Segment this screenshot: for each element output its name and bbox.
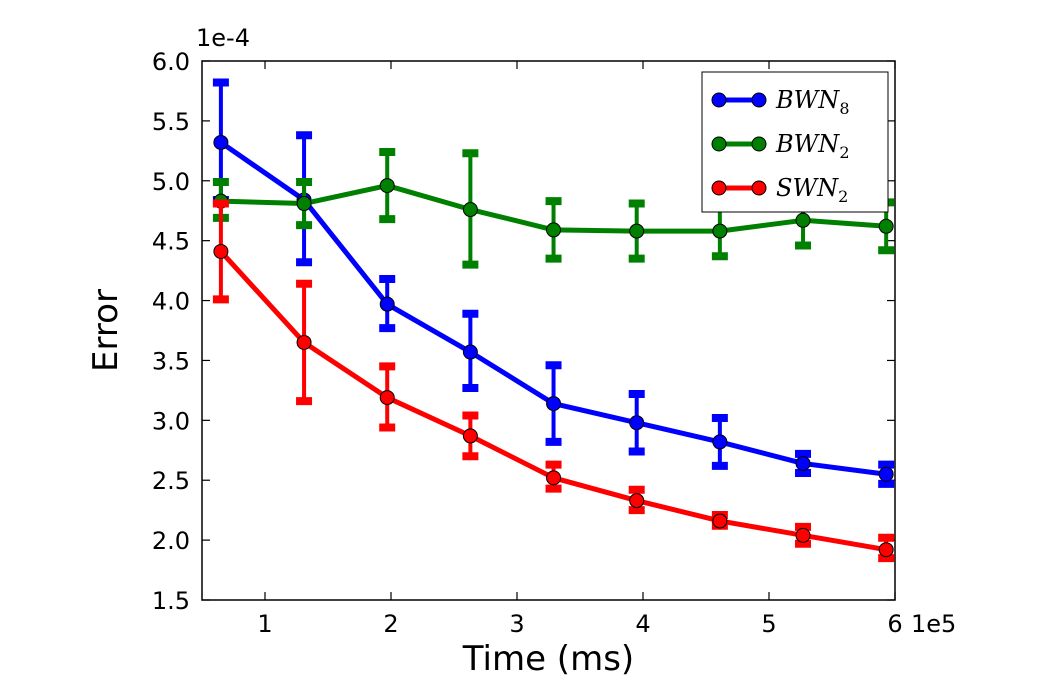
data-point <box>379 390 395 406</box>
data-point <box>878 542 894 558</box>
plot-frame <box>201 60 896 601</box>
data-point <box>213 243 229 259</box>
series-2 <box>212 199 895 563</box>
y-tick-label: 4.5 <box>152 228 190 256</box>
x-tick-label: 4 <box>635 610 650 638</box>
data-point <box>629 493 645 509</box>
y-tick-label: 2.0 <box>152 527 190 555</box>
data-point <box>546 222 562 238</box>
y-axis: 1.5 2.0 2.5 3.0 3.5 4.0 4.5 5.0 5.5 6.0 <box>152 48 895 615</box>
legend-swatch-marker <box>711 136 727 152</box>
data-point <box>379 178 395 194</box>
legend-label-subscript: 2 <box>839 143 849 162</box>
data-point <box>379 296 395 312</box>
y-tick-label: 6.0 <box>152 48 190 76</box>
x-tick-label: 1 <box>257 610 272 638</box>
y-tick-label: 3.0 <box>152 407 190 435</box>
data-point <box>629 223 645 239</box>
y-tick-label: 5.5 <box>152 108 190 136</box>
series-1 <box>212 148 895 269</box>
data-point <box>213 134 229 150</box>
data-point <box>462 344 478 360</box>
legend-label: BWN2 <box>775 130 850 162</box>
data-point <box>878 218 894 234</box>
data-point <box>795 527 811 543</box>
legend: BWN8 BWN2 SWN2 <box>701 71 889 213</box>
data-point <box>712 223 728 239</box>
legend-label-subscript: 8 <box>839 99 849 118</box>
legend-label-subscript: 2 <box>838 187 848 206</box>
x-tick-label: 3 <box>509 610 524 638</box>
legend-label: BWN8 <box>775 86 850 118</box>
data-point <box>795 212 811 228</box>
legend-swatch-marker <box>711 180 727 196</box>
data-point <box>296 196 312 212</box>
data-point <box>878 466 894 482</box>
legend-swatch-marker <box>751 136 767 152</box>
x-tick-label: 6 <box>887 610 902 638</box>
data-point <box>795 455 811 471</box>
legend-swatch-marker <box>711 92 727 108</box>
x-axis-multiplier: 1e5 <box>911 610 956 638</box>
legend-swatch-marker <box>751 180 767 196</box>
y-tick-label: 3.5 <box>152 347 190 375</box>
x-axis-title: Time (ms) <box>462 639 634 679</box>
y-axis-title: Error <box>86 289 126 372</box>
y-tick-label: 1.5 <box>152 587 190 615</box>
x-axis: 1 2 3 4 5 6 <box>257 61 903 638</box>
data-point <box>546 470 562 486</box>
data-point <box>712 513 728 529</box>
legend-swatch-marker <box>751 92 767 108</box>
data-point <box>296 334 312 350</box>
data-point <box>712 434 728 450</box>
data-point <box>462 428 478 444</box>
y-tick-label: 5.0 <box>152 168 190 196</box>
data-point <box>462 202 478 218</box>
y-axis-multiplier: 1e-4 <box>196 24 250 52</box>
data-point <box>629 415 645 431</box>
data-point <box>546 396 562 412</box>
x-tick-label: 2 <box>383 610 398 638</box>
plot-area: 1 2 3 4 5 6 1.5 2.0 2.5 3.0 3.5 4.0 4.5 5.0 5.5 6.0 <box>152 48 903 638</box>
legend-label: SWN2 <box>776 174 848 206</box>
y-tick-label: 2.5 <box>152 467 190 495</box>
x-tick-label: 5 <box>761 610 776 638</box>
series-layer <box>212 78 895 563</box>
y-tick-label: 4.0 <box>152 288 190 316</box>
